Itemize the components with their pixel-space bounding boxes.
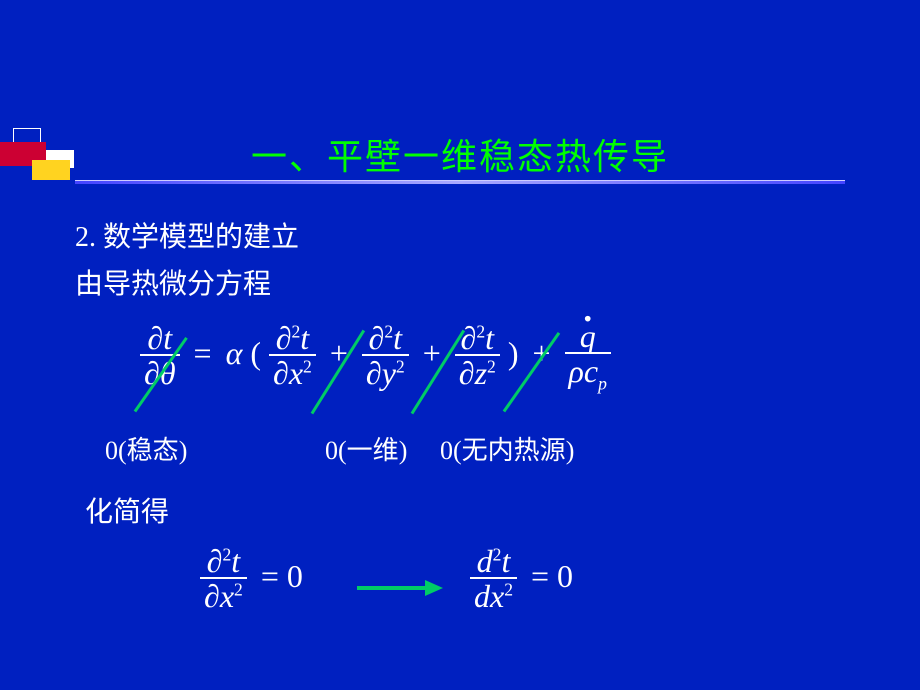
slide-title: 一、平壁一维稳态热传导 bbox=[0, 128, 920, 180]
title-underline bbox=[75, 180, 845, 184]
frac-total-final: d2t dx2 bbox=[470, 545, 517, 614]
eq-zero-1: = 0 bbox=[255, 558, 309, 594]
alpha-symbol: α bbox=[226, 335, 243, 371]
text-line-3: 化简得 bbox=[85, 490, 169, 530]
text-line-1: 2. 数学模型的建立 bbox=[75, 215, 299, 255]
eq-zero-2: = 0 bbox=[525, 558, 579, 594]
frac-q-rhocp: q ρcp bbox=[565, 320, 611, 394]
frac-d2t-dx2: ∂2t ∂x2 bbox=[269, 322, 316, 391]
frac-d2t-dy2: ∂2t ∂y2 bbox=[362, 322, 409, 391]
text-line-2: 由导热微分方程 bbox=[75, 262, 271, 302]
equals-sign: = bbox=[188, 335, 218, 371]
close-paren: ) bbox=[508, 335, 519, 371]
equation-simplified-partial: ∂2t ∂x2 = 0 bbox=[200, 545, 309, 614]
open-paren: ( bbox=[250, 335, 261, 371]
annot-nosource: 0(无内热源) bbox=[440, 430, 574, 467]
frac-partial-final: ∂2t ∂x2 bbox=[200, 545, 247, 614]
annot-steady: 0(稳态) bbox=[105, 430, 187, 467]
equation-simplified-total: d2t dx2 = 0 bbox=[470, 545, 579, 614]
annot-1d: 0(一维) bbox=[325, 430, 407, 467]
arrow-icon bbox=[355, 575, 445, 606]
